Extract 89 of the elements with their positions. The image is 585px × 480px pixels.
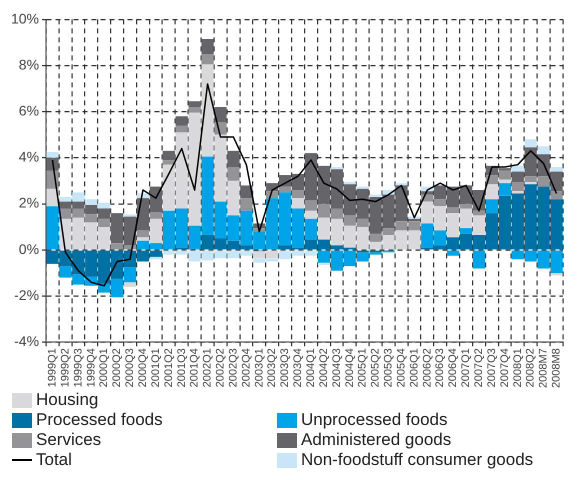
bar	[201, 54, 214, 64]
bar	[498, 183, 511, 196]
bar	[344, 182, 356, 184]
x-tick-label: 2002Q2	[214, 348, 227, 388]
x-tick-label: 2008M7	[538, 348, 550, 388]
x-tick-label: 2006Q2	[421, 348, 434, 388]
legend-label: Housing	[36, 390, 98, 410]
x-tick-label: 2002Q1	[202, 348, 214, 388]
x-tick-label: 1999Q2	[59, 348, 72, 388]
y-tick-label: 2%	[18, 194, 40, 211]
x-tick-label: 2008Q1	[512, 348, 524, 388]
bar	[227, 166, 240, 181]
x-tick-label: 1999Q4	[85, 348, 98, 388]
bar	[162, 160, 175, 165]
bar	[512, 182, 524, 192]
x-tick-label: 2005Q2	[370, 348, 382, 388]
x-tick-label: 2004Q1	[305, 348, 318, 388]
bar	[188, 101, 201, 108]
bar	[550, 191, 563, 200]
bar	[460, 228, 472, 234]
y-tick-label: 0%	[18, 240, 40, 257]
bar	[447, 250, 460, 256]
y-tick-label: 6%	[18, 102, 40, 118]
x-tick-label: 2007Q1	[460, 348, 472, 388]
bar	[524, 182, 537, 184]
y-tick-label: 4%	[18, 148, 40, 165]
bar	[486, 184, 498, 200]
bar	[512, 166, 524, 172]
y-tick-label: 8%	[18, 56, 40, 72]
x-tick-label: 2006Q1	[408, 348, 420, 388]
x-tick-label: 1999Q3	[72, 348, 84, 388]
legend-label: Non-foodstuff consumer goods	[301, 450, 534, 470]
x-tick-label: 2007Q3	[486, 348, 498, 388]
bar	[512, 191, 524, 194]
bar	[486, 199, 498, 214]
x-tick-label: 2003Q3	[279, 348, 292, 388]
bar	[150, 212, 162, 219]
x-tick-label: 2004Q3	[330, 348, 343, 388]
bar	[188, 107, 201, 113]
x-tick-label: 2007Q2	[473, 348, 486, 388]
legend-label: Unprocessed foods	[301, 410, 448, 430]
bar	[498, 180, 511, 184]
x-tick-label: 2003Q4	[292, 348, 304, 388]
bar	[136, 230, 150, 238]
bar	[550, 166, 563, 172]
bar	[46, 206, 59, 250]
y-tick-label: -2%	[14, 286, 40, 303]
bar	[472, 210, 486, 216]
bar	[330, 166, 343, 170]
x-tick-label: 2000Q2	[111, 348, 124, 388]
x-tick-label: 2004Q2	[318, 348, 330, 388]
x-tick-label: 2000Q1	[98, 348, 110, 388]
bar	[176, 125, 188, 132]
x-tick-label: 2008M8	[550, 348, 563, 388]
legend-label: Administered goods	[301, 430, 452, 450]
x-tick-label: 2002Q4	[240, 348, 252, 388]
x-tick-label: 2001Q4	[188, 348, 201, 388]
x-tick-label: 2001Q1	[150, 348, 162, 388]
y-tick-label: -4%	[14, 333, 40, 350]
x-tick-label: 2008Q2	[524, 348, 537, 388]
x-tick-label: 2007Q4	[498, 348, 511, 388]
x-tick-label: 2003Q1	[253, 348, 266, 388]
bar	[201, 39, 214, 54]
bar	[292, 198, 304, 208]
x-tick-label: 2003Q2	[266, 348, 278, 388]
legend-label: Processed foods	[36, 410, 163, 430]
x-tick-label: 2000Q4	[136, 348, 149, 388]
x-tick-label: 2004Q4	[344, 348, 356, 388]
x-tick-label: 2005Q3	[382, 348, 395, 388]
x-tick-label: 1999Q1	[46, 348, 59, 388]
bar	[124, 282, 136, 287]
x-tick-label: 2001Q2	[162, 348, 175, 388]
x-tick-label: 2001Q3	[176, 348, 188, 388]
x-tick-label: 2005Q1	[356, 348, 369, 388]
x-tick-label: 2006Q3	[434, 348, 446, 388]
x-tick-label: 2005Q4	[395, 348, 408, 388]
x-tick-label: 2006Q4	[447, 348, 460, 388]
x-tick-label: 2002Q3	[227, 348, 240, 388]
bar	[227, 150, 240, 167]
bar	[46, 152, 59, 158]
bar	[240, 198, 252, 211]
x-tick-label: 2000Q3	[124, 348, 136, 388]
bar	[214, 107, 227, 122]
legend-label: Services	[36, 430, 102, 450]
bar	[472, 250, 486, 268]
bar	[162, 150, 175, 160]
legend-label: Total	[36, 450, 72, 470]
y-tick-label: 10%	[10, 10, 40, 26]
bar	[176, 116, 188, 126]
